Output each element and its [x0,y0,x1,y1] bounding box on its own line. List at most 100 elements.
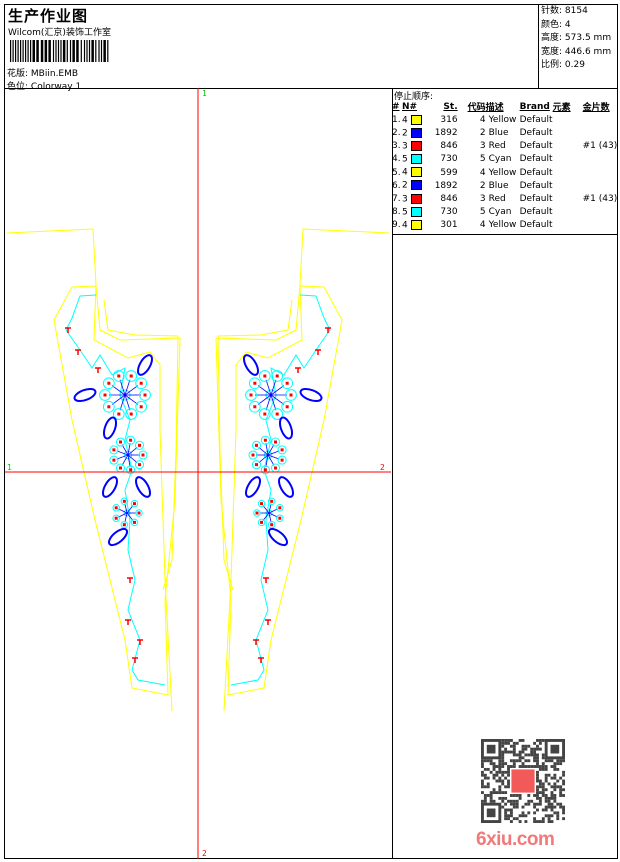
qr-module [481,759,484,762]
qr-module [533,756,536,759]
left-leaf [100,475,120,499]
qr-module [490,771,493,774]
qr-module [504,751,507,754]
qr-module [507,751,510,754]
element [553,166,583,179]
qr-module [562,817,565,820]
element [553,140,583,153]
barcode-bar [20,40,21,62]
qr-module [539,785,542,788]
qr-module [545,765,548,768]
qr-module [519,739,522,742]
stat-value: 4 [565,20,571,30]
barcode-bar [67,40,68,62]
qr-module [548,774,551,777]
stat-label: 比例: [541,60,562,70]
qr-module [498,762,501,765]
right-sequin [278,506,281,509]
qr-module [510,745,513,748]
qr-module [553,782,556,785]
right-sequin [270,500,273,503]
qr-module [487,794,490,797]
qr-module [539,800,542,803]
qr-module [501,780,504,783]
right-leaf [241,353,261,377]
qr-module [504,817,507,820]
right-leaf [278,416,295,440]
barcode-bar [53,40,54,62]
marker-bottom: 2 [202,849,207,858]
qr-module [530,751,533,754]
qr-module [562,809,565,812]
qr-module [539,820,542,823]
sequin [583,166,618,179]
left-sequin [129,468,132,471]
left-sequin [138,444,141,447]
qr-module [556,759,559,762]
qr-module [513,765,516,768]
qr-code [481,739,565,823]
brand: Default [520,126,553,139]
qr-finder-center [487,809,496,818]
qr-module [545,777,548,780]
right-sequin [264,468,267,471]
qr-module [533,751,536,754]
right-sequin [260,502,263,505]
qr-module [556,780,559,783]
qr-module [510,820,513,823]
qr-module [553,806,556,809]
right-flower-spoke [269,513,271,522]
qr-module [504,739,507,742]
column-header: N# [402,100,422,113]
needle: 2 [402,181,408,191]
qr-module [507,771,510,774]
qr-module [519,814,522,817]
qr-module [507,765,510,768]
brand: Default [520,166,553,179]
left-accent-motif [125,620,131,625]
qr-module [493,768,496,771]
qr-module [562,788,565,791]
qr-module [545,780,548,783]
qr-module [507,739,510,742]
code: 2 [458,179,486,192]
right-accent-motif [265,620,271,625]
qr-module [533,820,536,823]
qr-module [556,811,559,814]
right-sequin [274,466,277,469]
stop-index: 5. [392,166,402,179]
qr-module [559,806,562,809]
left-sequin [142,454,145,457]
qr-module [527,794,530,797]
qr-module [495,780,498,783]
qr-module [536,809,539,812]
qr-module [484,797,487,800]
qr-module [504,814,507,817]
marker-top: 1 [202,89,207,98]
qr-module [551,809,554,812]
barcode-bar [84,40,85,62]
right-sequin [278,517,281,520]
qr-module [501,791,504,794]
qr-module [493,765,496,768]
qr-module [498,768,501,771]
qr-module [551,814,554,817]
right-sequin [281,448,284,451]
qr-module [527,803,530,806]
qr-module [507,742,510,745]
color-swatch [411,194,422,204]
stat-value: 0.29 [565,60,585,70]
needle: 3 [402,141,408,151]
qr-module [533,765,536,768]
qr-module [501,739,504,742]
barcode-bar [55,40,56,62]
stitches: 846 [422,140,458,153]
right-flower-spoke [269,509,278,513]
qr-module [504,791,507,794]
qr-module [536,774,539,777]
qr-module [539,739,542,742]
qr-module [556,817,559,820]
color-swatch [411,167,422,177]
barcode-bar [60,40,61,62]
